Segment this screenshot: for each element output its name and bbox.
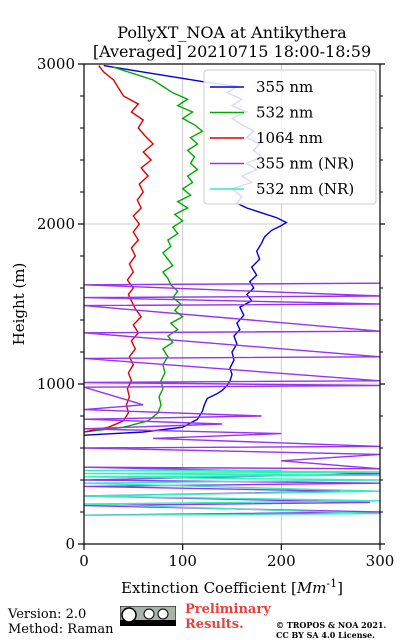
chart-title: PollyXT_NOA at Antikythera <box>117 23 347 42</box>
copyright-text: © TROPOS & NOA 2021. CC BY SA 4.0 Licens… <box>276 620 386 640</box>
legend-label: 355 nm (NR) <box>256 155 354 173</box>
preliminary-line-1: Preliminary <box>185 602 271 617</box>
x-axis-label-exp: -1 <box>326 577 337 590</box>
series-line-355-nm-nr- <box>84 282 380 516</box>
preliminary-label: Preliminary Results. <box>185 602 271 632</box>
x-tick-label: 100 <box>168 552 197 570</box>
x-tick-label: 300 <box>366 552 395 570</box>
legend-box <box>203 69 377 205</box>
x-axis-label-close: ] <box>337 579 343 597</box>
y-tick-label: 2000 <box>37 215 75 233</box>
y-tick-label: 1000 <box>37 375 75 393</box>
legend: 355 nm 532 nm 1064 nm 355 nm (NR) 532 nm (NR… <box>203 69 377 205</box>
plot-frame <box>83 63 381 545</box>
series-line-532-nm-nr- <box>84 469 380 516</box>
chart-subtitle: [Averaged] 20210715 18:00-18:59 <box>93 42 371 61</box>
series-line-532-nm <box>84 66 204 433</box>
copyright-line-1: © TROPOS & NOA 2021. <box>276 620 387 630</box>
x-axis-label-main: Extinction Coefficient [ <box>121 579 297 597</box>
preliminary-line-2: Results. <box>185 617 244 632</box>
legend-label: 532 nm (NR) <box>256 180 354 198</box>
y-axis-label: Height (m) <box>10 263 28 346</box>
cc-license-icon <box>120 606 176 626</box>
copyright-line-2: CC BY SA 4.0 License. <box>276 630 375 640</box>
x-tick-label: 0 <box>79 552 89 570</box>
x-tick-label: 200 <box>267 552 296 570</box>
y-tick-label: 3000 <box>37 55 75 73</box>
legend-label: 532 nm <box>256 104 313 122</box>
x-axis-label-unit: Mm <box>296 579 327 597</box>
y-tick-label: 0 <box>65 535 75 553</box>
legend-label: 1064 nm <box>256 129 323 147</box>
series-line-1064-nm <box>84 65 155 433</box>
legend-label: 355 nm <box>256 78 313 96</box>
method-text: Method: Raman <box>8 622 114 637</box>
version-text: Version: 2.0 <box>8 607 87 622</box>
x-axis-label: Extinction Coefficient [Mm-1] <box>121 577 343 597</box>
